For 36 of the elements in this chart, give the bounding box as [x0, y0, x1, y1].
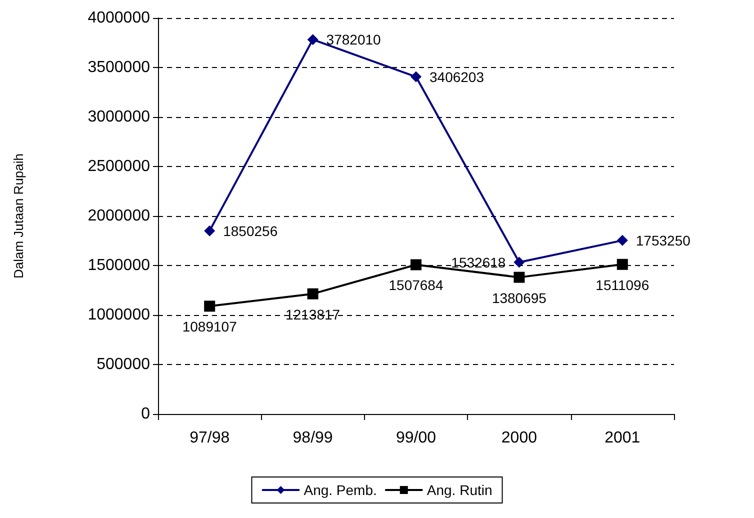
- point: [204, 300, 216, 312]
- y-tick-label: 500000: [96, 356, 150, 373]
- point: [514, 272, 525, 283]
- x-tick-label: 98/99: [292, 430, 333, 446]
- y-tick-label: 1500000: [88, 257, 150, 274]
- x-tick-label: 2001: [604, 430, 640, 446]
- data-label: 1507684: [388, 277, 444, 294]
- legend-label: Ang. Rutin: [426, 482, 492, 498]
- point: [204, 225, 216, 236]
- y-tick-label: 1000000: [88, 306, 150, 324]
- data-label: 1850256: [223, 222, 278, 239]
- point: [616, 234, 628, 246]
- x-tick-label: 97/98: [190, 430, 230, 446]
- point: [410, 71, 422, 82]
- y-tick-label: 2000000: [88, 208, 150, 224]
- data-label: 3406203: [430, 68, 484, 85]
- data-label: 1753250: [636, 232, 691, 248]
- point: [514, 256, 525, 268]
- y-axis-title: Dalam Jutaan Rupaih: [11, 153, 26, 279]
- point: [307, 288, 318, 300]
- data-label: 1213817: [286, 306, 340, 322]
- point: [307, 34, 318, 46]
- data-label: 1511096: [596, 276, 650, 293]
- x-tick-label: 99/00: [396, 430, 436, 446]
- data-label: 3782010: [326, 32, 382, 48]
- legend-label: Ang. Pemb.: [304, 482, 377, 498]
- point: [616, 258, 628, 270]
- y-tick-label: 3000000: [88, 108, 150, 126]
- data-label: 1089107: [182, 318, 238, 335]
- data-label: 1380695: [492, 290, 547, 306]
- x-tick-label: 2000: [501, 430, 538, 446]
- y-tick-label: 4000000: [88, 10, 150, 26]
- y-tick-label: 0: [141, 406, 150, 422]
- point: [410, 259, 422, 270]
- y-tick-label: 3500000: [88, 59, 150, 76]
- y-tick-label: 2500000: [88, 158, 150, 175]
